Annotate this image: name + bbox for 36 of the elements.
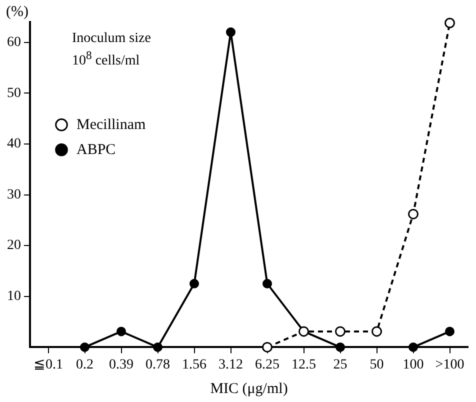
point xyxy=(445,326,454,336)
x-tick-label: 100 xyxy=(402,357,424,372)
y-tick-label: 20 xyxy=(7,238,21,254)
y-tick-label: 60 xyxy=(7,34,21,50)
point xyxy=(153,342,162,352)
legend-label: Mecillinam xyxy=(76,116,146,133)
point xyxy=(408,208,418,220)
x-tick-label: 0.78 xyxy=(146,357,170,372)
x-tick-label: 12.5 xyxy=(292,357,316,372)
x-tick-label: >100 xyxy=(435,357,464,372)
annotation: Inoculum size 10$^{8}$ cells/ml xyxy=(72,30,151,70)
x-tick-label: 3.12 xyxy=(218,357,243,372)
point xyxy=(408,342,418,352)
point xyxy=(262,342,272,352)
point xyxy=(116,326,126,336)
x-tick-label: 0.39 xyxy=(109,357,134,372)
x-tick-label: ≦0.1 xyxy=(34,357,63,372)
y-tick-label: 30 xyxy=(7,187,21,202)
x-tick-label: 6.25 xyxy=(255,357,280,372)
legend-label: ABPC xyxy=(76,142,116,158)
x-tick-label: 50 xyxy=(370,357,384,372)
point xyxy=(444,18,455,28)
point xyxy=(335,326,346,337)
x-tick-label: 0.2 xyxy=(76,357,94,372)
point xyxy=(336,342,345,352)
x-tick-label: 25 xyxy=(333,357,348,372)
point xyxy=(226,27,236,37)
y-tick-label: 10 xyxy=(7,289,21,304)
x-axis-title: MIC (μg/ml) xyxy=(210,380,288,397)
point xyxy=(262,278,272,288)
point xyxy=(372,326,382,337)
point xyxy=(190,278,199,288)
x-tick-label: 1.56 xyxy=(182,357,206,372)
y-tick-label: 50 xyxy=(7,86,21,101)
y-axis-title: (%) xyxy=(6,4,28,21)
y-tick-label: 40 xyxy=(7,136,21,152)
